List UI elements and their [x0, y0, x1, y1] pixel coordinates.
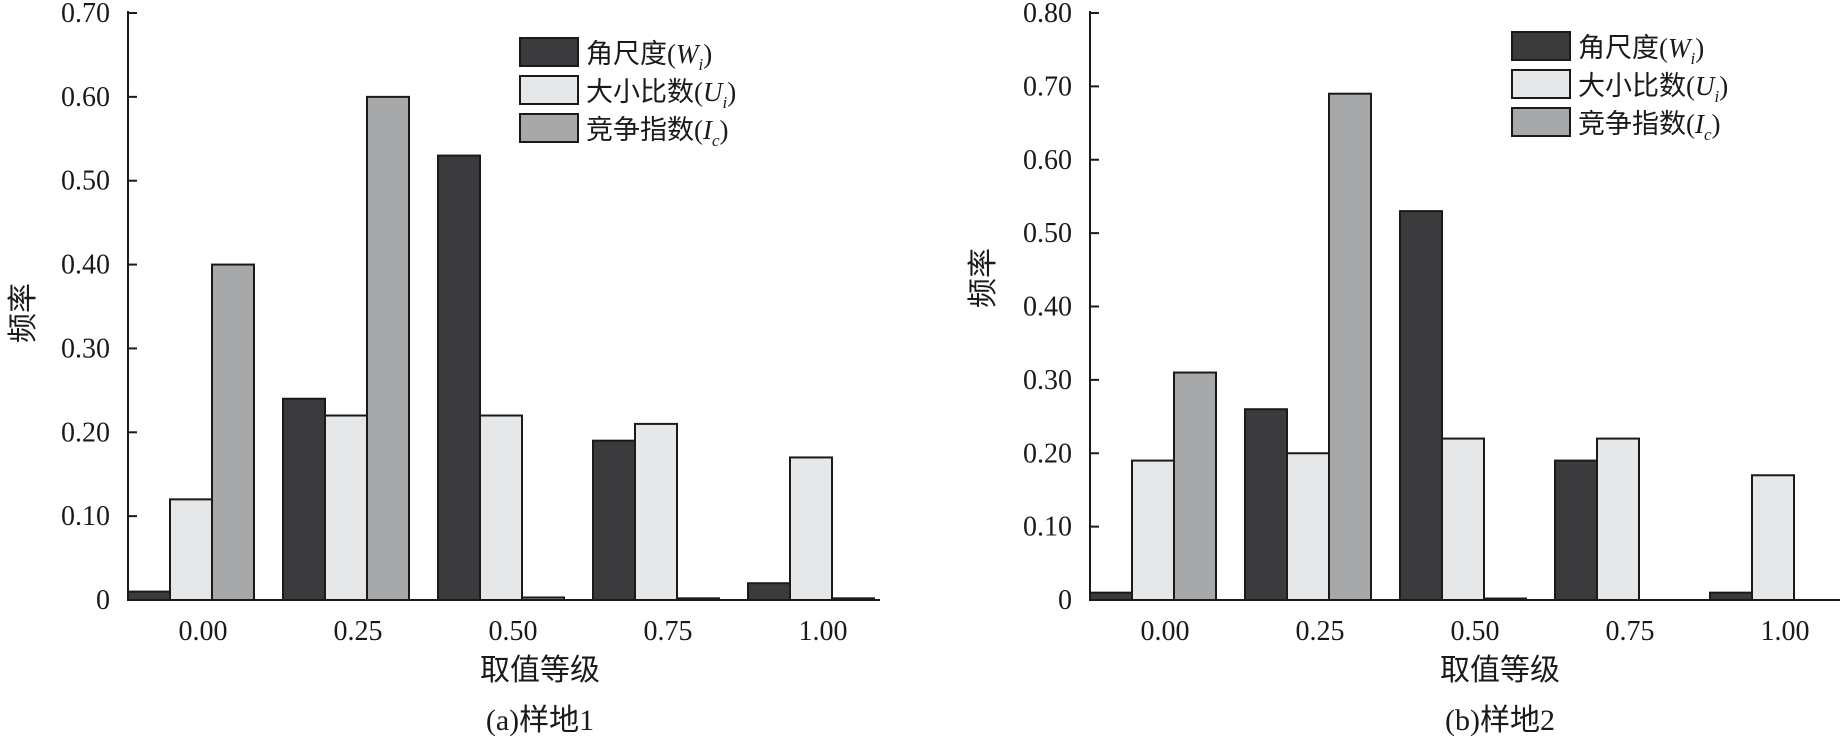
bar-ui-3: [1596, 437, 1640, 602]
y-axis-title: 频率: [7, 283, 40, 343]
y-tick-label: 0.20: [1023, 438, 1072, 469]
y-tick-label: 0.40: [1023, 292, 1072, 323]
bar-ic-1: [366, 95, 410, 601]
legend-swatch-wi: [519, 37, 579, 67]
bar-wi-1: [1244, 408, 1288, 601]
legend-label-ui: 大小比数(Ui): [1578, 71, 1728, 106]
y-tick-label: 0: [1058, 585, 1072, 616]
x-tick-label: 0.25: [1296, 616, 1345, 647]
chart-panel-a: 0.00 0.25 0.50 0.75 1.00 0 0.10 0.20 0.30 0.40 0.5…: [7, 0, 880, 737]
bar-ui-2: [479, 414, 523, 601]
bar-ui-4: [789, 456, 833, 602]
x-axis-title: 取值等级: [1440, 654, 1560, 687]
y-tick-label: 0.60: [1023, 145, 1072, 176]
bar-ui-1: [1286, 452, 1330, 601]
chart-caption: (b)样地2: [1445, 704, 1555, 737]
bar-ic-1: [1328, 92, 1372, 602]
x-tick-label: 0.75: [1606, 616, 1655, 647]
y-tick-label: 0.10: [61, 501, 110, 532]
bar-wi-3: [1554, 459, 1598, 601]
y-tick-label: 0: [96, 585, 110, 616]
y-tick-label: 0.50: [61, 166, 110, 197]
x-tick-label: 0.00: [179, 616, 228, 647]
bar-ui-1: [324, 414, 368, 601]
y-tick-label: 0.50: [1023, 218, 1072, 249]
y-tick-label: 0.60: [61, 82, 110, 113]
x-axis-title: 取值等级: [480, 654, 600, 687]
chart-panel-b: 0.00 0.25 0.50 0.75 1.00 0 0.10 0.20 0.30 0.40 0.5…: [967, 0, 1840, 737]
legend-swatch-ui: [519, 75, 579, 105]
bar-wi-4: [1709, 591, 1753, 601]
y-axis-title: 频率: [967, 248, 1000, 308]
legend-swatch-wi: [1511, 31, 1571, 61]
bar-ui-0: [169, 498, 213, 601]
bar-wi-1: [282, 397, 326, 601]
legend-swatch-ui: [1511, 69, 1571, 99]
x-tick-label: 0.00: [1141, 616, 1190, 647]
bar-ic-0: [1173, 371, 1217, 601]
x-tick-label: 0.75: [644, 616, 693, 647]
y-tick-label: 0.80: [1023, 0, 1072, 29]
legend-swatch-ic: [519, 113, 579, 143]
x-tick-label: 0.50: [489, 616, 538, 647]
legend-swatch-ic: [1511, 107, 1571, 137]
bar-wi-0: [1089, 591, 1133, 601]
bar-wi-2: [1399, 210, 1443, 602]
x-tick-label: 1.00: [1761, 616, 1810, 647]
x-tick-label: 1.00: [799, 616, 848, 647]
chart-caption: (a)样地1: [486, 704, 594, 737]
legend-label-wi: 角尺度(Wi): [586, 39, 712, 74]
legend-label-ic: 竞争指数(Ic): [586, 115, 729, 150]
legend-label-ic: 竞争指数(Ic): [1578, 109, 1721, 144]
x-tick-label: 0.50: [1451, 616, 1500, 647]
x-tick-label: 0.25: [334, 616, 383, 647]
y-tick-label: 0.70: [61, 0, 110, 29]
bar-ui-2: [1441, 437, 1485, 602]
legend: 角尺度(Wi)大小比数(Ui)竞争指数(Ic): [519, 37, 736, 150]
y-tick-label: 0.40: [61, 250, 110, 281]
y-tick-label: 0.20: [61, 417, 110, 448]
y-tick-label: 0.10: [1023, 512, 1072, 543]
y-tick-label: 0.30: [61, 333, 110, 364]
bar-ui-4: [1751, 474, 1795, 602]
legend-label-wi: 角尺度(Wi): [1578, 33, 1704, 68]
bar-ic-0: [211, 263, 255, 601]
bar-wi-0: [127, 590, 171, 601]
legend: 角尺度(Wi)大小比数(Ui)竞争指数(Ic): [1511, 31, 1728, 144]
y-tick-label: 0.70: [1023, 71, 1072, 102]
bar-wi-4: [747, 582, 791, 602]
bar-wi-3: [592, 439, 636, 601]
bar-wi-2: [437, 154, 481, 602]
bar-ui-0: [1131, 459, 1175, 601]
bar-ui-3: [634, 422, 678, 601]
y-tick-label: 0.30: [1023, 365, 1072, 396]
legend-label-ui: 大小比数(Ui): [586, 77, 736, 112]
